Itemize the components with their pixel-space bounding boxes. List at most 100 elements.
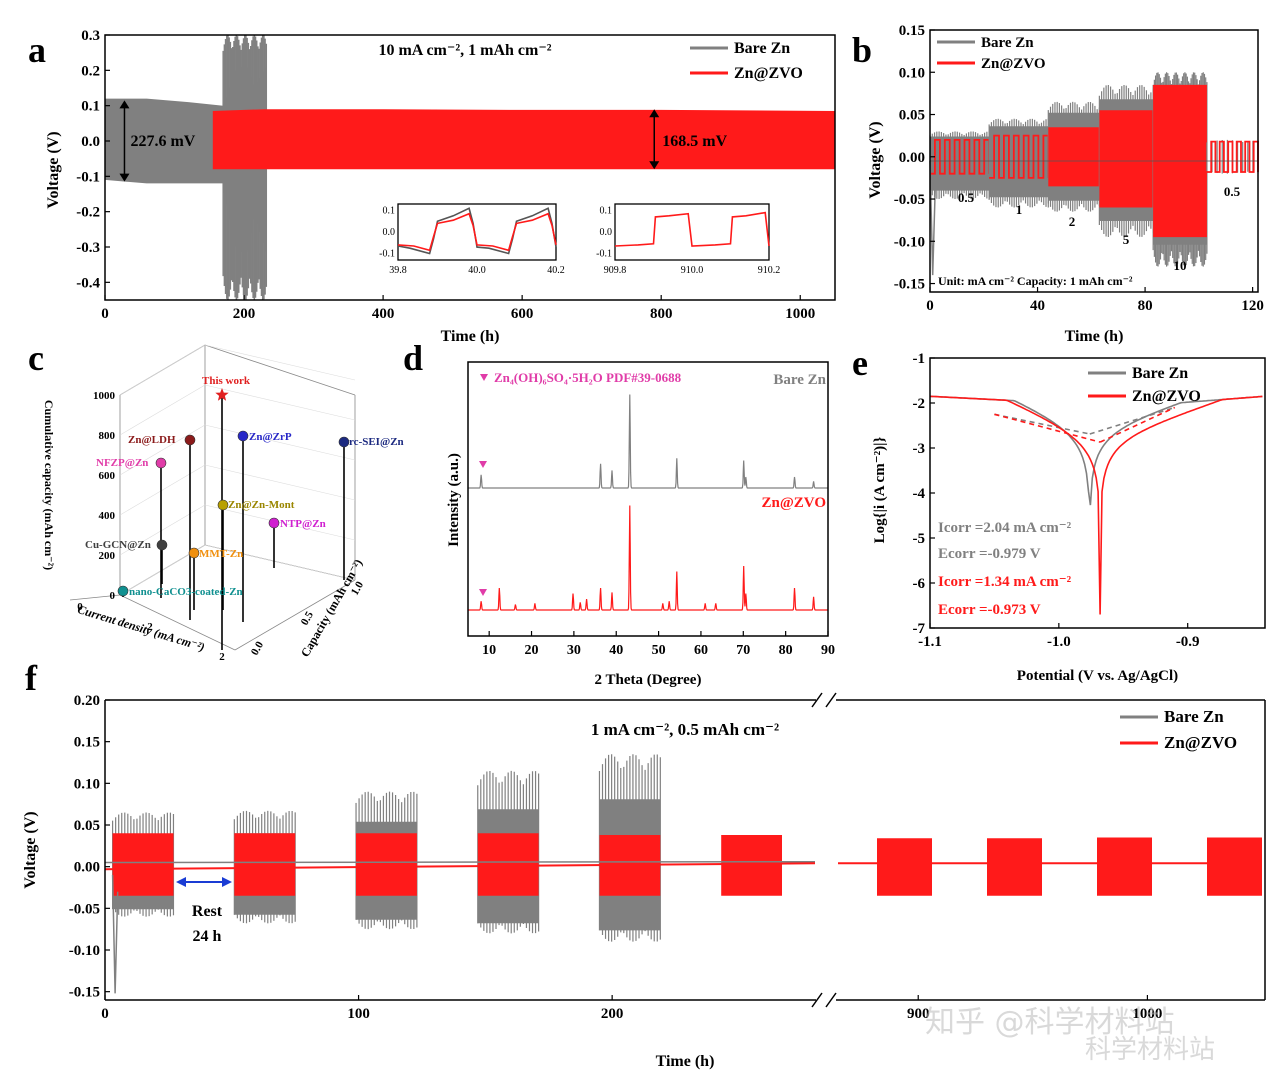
x-tick-label: 0 xyxy=(926,298,934,314)
x-tick-label: 1000 xyxy=(785,306,815,322)
arrow-head xyxy=(222,877,232,887)
arrow-head xyxy=(176,877,186,887)
y-tick-label: 0.2 xyxy=(81,63,100,79)
series-label: Bare Zn xyxy=(773,372,826,388)
polarization-label: 227.6 mV xyxy=(130,133,195,150)
y-tick-label: 0.10 xyxy=(899,65,925,81)
inset-y-tick: 0.1 xyxy=(383,205,396,216)
rate-label: 0.5 xyxy=(1224,184,1241,199)
polarization-label: 168.5 mV xyxy=(662,133,727,150)
panel-d: 10 20 30 40 50 60 70 80 90 2 Theta (Degree) Intens… xyxy=(446,361,835,688)
inset-frame xyxy=(397,203,557,261)
zn-zvo-pattern xyxy=(468,505,828,611)
panel-letter: e xyxy=(852,343,868,383)
y-tick-label: 0.0 xyxy=(81,134,100,150)
inset-y-tick: -0.1 xyxy=(596,249,612,260)
x-tick-label: 40 xyxy=(1030,298,1045,314)
x-tick-label: 100 xyxy=(347,1006,370,1022)
x-axis-title: 2 Theta (Degree) xyxy=(595,672,702,688)
z-tick-label: 400 xyxy=(99,510,116,522)
y-tick-label: -0.05 xyxy=(894,192,925,208)
y-axis-title: Voltage (V) xyxy=(867,121,884,198)
z-tick-label: 1000 xyxy=(93,390,116,402)
sphere-marker xyxy=(268,517,280,529)
grid-line xyxy=(204,384,356,421)
x-tick-label: 50 xyxy=(652,643,666,658)
inset-x-tick: 910.0 xyxy=(681,265,704,276)
bare-zn-pattern xyxy=(468,394,828,489)
y-tick-label: -6 xyxy=(913,576,926,592)
y-tick-label: -0.4 xyxy=(76,275,100,291)
point-label: MMT-Zn xyxy=(199,548,243,560)
grid-line xyxy=(119,504,206,556)
sphere-marker xyxy=(155,457,167,469)
legend-label: Zn@ZVO xyxy=(734,65,803,82)
point-label: NTP@Zn xyxy=(280,518,326,530)
inset-y-tick: -0.1 xyxy=(379,249,395,260)
ecorr-bare: Ecorr =-0.979 V xyxy=(938,546,1041,562)
axis-box-line xyxy=(234,579,356,651)
x-tick-label: -1.0 xyxy=(1047,634,1071,650)
panel-letter: b xyxy=(852,30,872,70)
x-tick-label: -1.1 xyxy=(918,634,942,650)
x-tick-label: 800 xyxy=(650,306,673,322)
tafel-extrapolation xyxy=(1099,406,1176,443)
inset-x-tick: 910.2 xyxy=(758,265,781,276)
x-tick-label: 0 xyxy=(101,1006,109,1022)
tafel-extrapolation xyxy=(994,413,1090,435)
y-tick-label: 0.15 xyxy=(74,735,100,751)
panel-c: 0 200 400 600 800 1000 Cumulative capacity (mA… xyxy=(42,344,404,663)
axis-break-mark xyxy=(811,992,823,1008)
zn-zvo-trace xyxy=(930,138,990,175)
y-tick-label: -0.3 xyxy=(76,240,100,256)
x-tick-label: 0 xyxy=(77,601,83,613)
panel-a: 0 200 400 600 800 1000 -0.4 -0.3 -0.2 -0.1 0.0 0.1 0… xyxy=(45,28,836,345)
z-tick-label: 0 xyxy=(110,590,116,602)
x-tick-label: 2 xyxy=(147,621,153,633)
zn-zvo-band xyxy=(1099,110,1154,208)
y-tick-label: -0.15 xyxy=(894,277,925,293)
x-tick-label: 80 xyxy=(1138,298,1153,314)
tafel-extrapolation xyxy=(994,413,1101,443)
zn-zvo-band xyxy=(356,833,417,896)
x-tick-label: 60 xyxy=(694,643,708,658)
pdf-marker xyxy=(480,374,488,381)
inset-trace xyxy=(614,211,770,247)
inset-y-tick: 0.0 xyxy=(383,227,396,238)
zn-zvo-band xyxy=(1207,837,1262,896)
zn-zvo-trace xyxy=(1206,140,1259,173)
plot-frame xyxy=(104,34,836,301)
icorr-bare: Icorr =2.04 mA cm⁻² xyxy=(938,520,1072,536)
panel-letter: c xyxy=(28,338,44,378)
point-label: rc-SEI@Zn xyxy=(349,436,404,448)
y-axis-title: Intensity (a.u.) xyxy=(446,453,462,547)
axis-break-mark xyxy=(811,692,823,708)
x-axis-title: Time (h) xyxy=(441,328,500,345)
watermark-line-1: 知乎 @科学材料站 xyxy=(925,1005,1175,1040)
legend-label: Bare Zn xyxy=(734,40,790,57)
series-label: Zn@ZVO xyxy=(761,495,826,511)
legend-label: Zn@ZVO xyxy=(1164,733,1237,752)
rest-label: 24 h xyxy=(193,928,222,945)
y-tick-label: -2 xyxy=(913,396,926,412)
y-tick-label: -0.1 xyxy=(76,169,100,185)
z-tick-label: 200 xyxy=(99,550,116,562)
y-tick-label: 0.20 xyxy=(74,693,100,709)
x-tick-label: 400 xyxy=(372,306,395,322)
zn-zvo-band xyxy=(477,833,539,896)
pdf-marker xyxy=(479,461,487,468)
z-tick-label: 600 xyxy=(99,470,116,482)
legend-label: Bare Zn xyxy=(981,35,1034,51)
bare-zn-rest-line xyxy=(104,860,816,864)
inset-1: 39.8 40.0 40.2 0.1 0.0 -0.1 xyxy=(379,203,565,276)
y-tick-label: 0.00 xyxy=(74,860,100,876)
grid-line xyxy=(119,464,206,516)
point-label: Zn@Zn-Mont xyxy=(228,499,295,511)
x-axis-title: Time (h) xyxy=(656,1053,715,1070)
x-tick-label: 10 xyxy=(482,643,496,658)
x-tick-label: 120 xyxy=(1241,298,1264,314)
point-label: Zn@ZrP xyxy=(249,431,292,443)
point-label: This work xyxy=(202,375,251,387)
point-label: nano-CaCO3-coated-Zn xyxy=(129,586,243,598)
